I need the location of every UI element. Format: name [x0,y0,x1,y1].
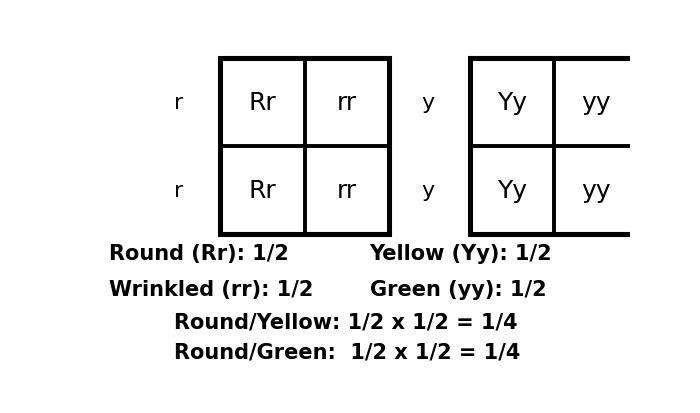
Text: r: r [174,93,183,113]
Text: Rr: Rr [248,178,276,202]
Text: rr: rr [337,178,357,202]
Text: rr: rr [337,91,357,115]
Text: Round (Rr): 1/2: Round (Rr): 1/2 [109,243,289,263]
Text: r: r [174,180,183,200]
Text: Green (yy): 1/2: Green (yy): 1/2 [370,280,546,300]
Text: Yy: Yy [497,178,527,202]
Bar [220,59,388,234]
Text: yy: yy [581,91,611,115]
Text: Round/Yellow: 1/2 x 1/2 = 1/4: Round/Yellow: 1/2 x 1/2 = 1/4 [174,311,518,332]
Text: Wrinkled (rr): 1/2: Wrinkled (rr): 1/2 [109,280,314,300]
Text: Rr: Rr [248,91,276,115]
Text: yy: yy [581,178,611,202]
Text: Yy: Yy [497,91,527,115]
Text: Round/Green:  1/2 x 1/2 = 1/4: Round/Green: 1/2 x 1/2 = 1/4 [174,342,521,362]
Text: y: y [421,180,435,200]
Bar [470,59,638,234]
Text: y: y [421,93,435,113]
Text: Yellow (Yy): 1/2: Yellow (Yy): 1/2 [370,243,552,263]
